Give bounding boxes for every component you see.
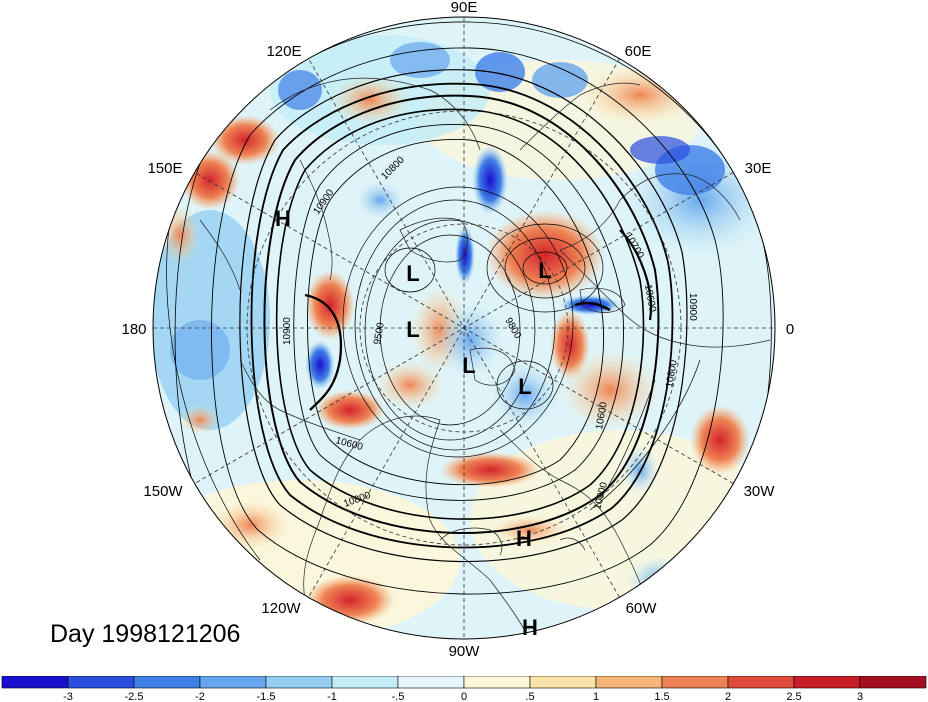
low-center-marker: L <box>462 353 475 378</box>
colorbar-tick-label: -1 <box>327 691 337 702</box>
low-center-marker: L <box>406 317 419 342</box>
lon-label-120w: 120W <box>261 600 301 617</box>
longitude-labels: 90E 60E 30E 0 30W 60W 90W 120W 150W 180 … <box>121 0 794 660</box>
contour-label: 10900 <box>282 317 293 345</box>
low-center-marker: L <box>538 258 551 283</box>
lon-label-30e: 30E <box>745 160 772 177</box>
colorbar-swatch <box>1 676 69 689</box>
colorbar-tick-label: 2 <box>725 691 731 702</box>
coastlines <box>199 77 771 639</box>
pressure-centers: H L L L L L H H <box>275 206 552 640</box>
colorbar-swatch <box>661 676 729 689</box>
colorbar-swatch <box>67 676 135 689</box>
date-label: Day 1998121206 <box>50 620 241 648</box>
colorbar-swatch <box>463 676 531 689</box>
colorbar-tick-label: -2.5 <box>125 691 144 702</box>
low-center-marker: L <box>518 374 531 399</box>
polar-map: 90E 60E 30E 0 30W 60W 90W 120W 150W 180 … <box>121 0 794 660</box>
lon-label-90w: 90W <box>449 643 481 660</box>
colorbar-swatch <box>793 676 861 689</box>
colorbar-tick-label: -1.5 <box>257 691 276 702</box>
colorbar-swatch <box>397 676 465 689</box>
contour-label: 9500 <box>372 321 387 345</box>
colorbar-swatch <box>199 676 267 689</box>
colorbar-tick-label: 0 <box>461 691 467 702</box>
lon-label-0: 0 <box>786 321 794 338</box>
lon-label-60w: 60W <box>626 600 658 617</box>
colorbar-tick-label: 3 <box>857 691 863 702</box>
colorbar-tick-label: 1.5 <box>654 691 669 702</box>
colorbar-tick-label: -3 <box>63 691 73 702</box>
contour-label: 10900 <box>687 293 698 321</box>
low-center-marker: L <box>406 261 419 286</box>
graticule <box>153 17 775 639</box>
colorbar-tick-label: .5 <box>525 691 534 702</box>
contour-label: 10600 <box>642 284 658 314</box>
colorbar-swatch <box>859 676 927 689</box>
colorbar-swatch <box>265 676 333 689</box>
high-center-marker: H <box>275 206 291 231</box>
high-center-marker: H <box>522 615 538 640</box>
colorbar-tick-label: 2.5 <box>786 691 801 702</box>
colorbar-swatch <box>727 676 795 689</box>
lon-label-90e: 90E <box>451 0 478 16</box>
colorbar-swatch <box>331 676 399 689</box>
colorbar-swatch <box>529 676 597 689</box>
high-center-marker: H <box>516 526 532 551</box>
colorbar-swatch <box>133 676 201 689</box>
lon-label-60e: 60E <box>625 43 652 60</box>
map-boundary <box>152 16 776 640</box>
contour-label: 10800 <box>664 359 680 389</box>
colorbar-swatch <box>595 676 663 689</box>
lon-label-150e: 150E <box>147 160 182 177</box>
colorbar: -3 -2.5 -2 -1.5 -1 -.5 0 .5 1 1.5 2 2.5 3 <box>1 676 927 702</box>
lon-label-150w: 150W <box>143 483 183 500</box>
colorbar-tick-label: 1 <box>593 691 599 702</box>
colorbar-tick-label: -.5 <box>392 691 405 702</box>
colorbar-tick-label: -2 <box>195 691 205 702</box>
contour-label: 10600 <box>594 401 610 431</box>
lon-label-180: 180 <box>121 321 146 338</box>
lon-label-30w: 30W <box>744 483 776 500</box>
lon-label-120e: 120E <box>266 43 301 60</box>
